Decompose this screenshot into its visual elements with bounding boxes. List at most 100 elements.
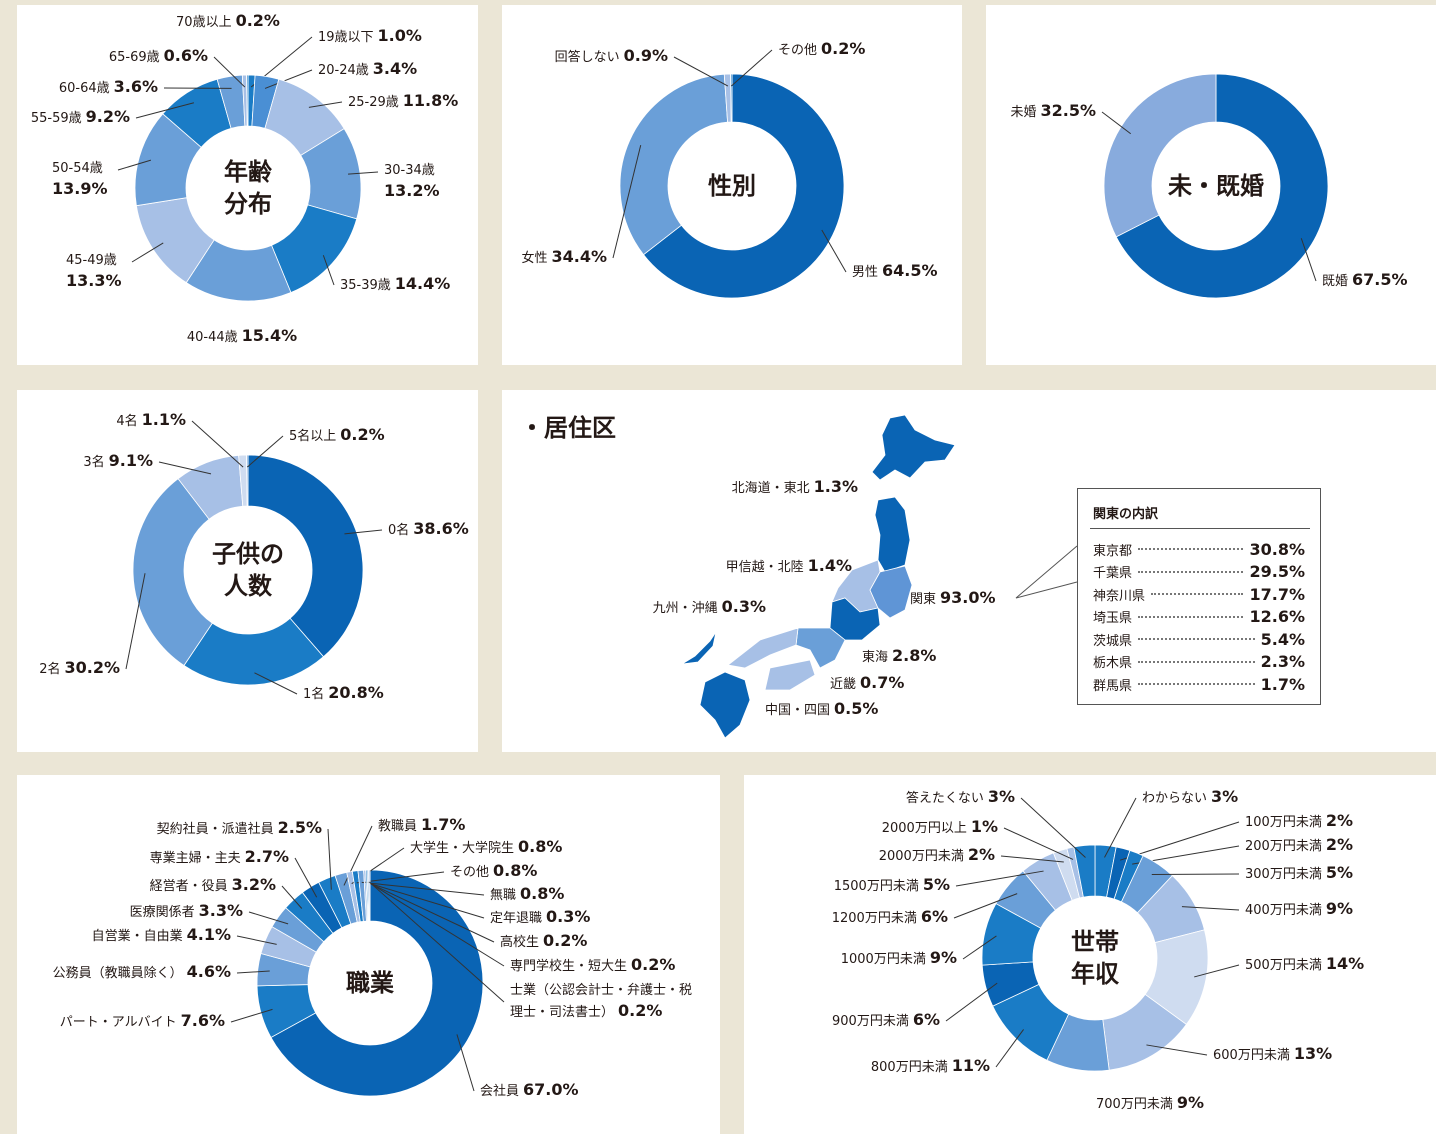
center-title-line: 職業 <box>346 969 394 997</box>
leader-line <box>236 970 270 974</box>
slice-label: 近畿 0.7% <box>830 673 904 695</box>
slice-label: 2名 30.2% <box>39 658 120 680</box>
leader-line <box>247 435 284 468</box>
breakdown-row: 茨城県 5.4% <box>1093 629 1305 649</box>
category-label: 経営者・役員 <box>149 879 228 894</box>
dot-leader <box>1138 548 1244 550</box>
category-label: 北海道・東北 <box>731 481 810 496</box>
value-label: 0.2% <box>821 39 866 58</box>
leader-line <box>953 893 1018 919</box>
slice-label: 25-29歳 11.8% <box>348 91 458 113</box>
value-label: 9% <box>1325 899 1353 918</box>
slice-label: 700万円未満 9% <box>1096 1093 1204 1115</box>
value-label: 0.3% <box>721 597 766 616</box>
value-label: 13.9% <box>52 179 108 198</box>
breakdown-row: 神奈川県 17.7% <box>1093 584 1305 604</box>
slice-label: 50-54歳 13.9% <box>52 159 108 201</box>
category-label: 800万円未満 <box>870 1060 948 1075</box>
value-label: 7.6% <box>180 1011 225 1030</box>
slice-label: 男性 64.5% <box>852 261 938 283</box>
value-label: 93.0% <box>940 588 996 607</box>
value-label: 3% <box>987 787 1015 806</box>
value-label: 2% <box>1325 835 1353 854</box>
value-label: 14% <box>1325 954 1365 973</box>
slice-label: 中国・四国 0.5% <box>765 699 878 721</box>
category-label: 2000万円未満 <box>878 849 964 864</box>
category-label: 3名 <box>83 455 105 470</box>
value-label: 2% <box>1325 811 1353 830</box>
category-label: 300万円未満 <box>1245 867 1322 882</box>
category-label: 関東 <box>910 592 937 607</box>
leader-line <box>1104 797 1137 858</box>
category-label: 400万円未満 <box>1245 903 1322 918</box>
value-label: 5% <box>922 875 950 894</box>
category-label: 甲信越・北陸 <box>725 560 804 575</box>
slice-label: 高校生 0.2% <box>500 931 587 953</box>
slice-label: 400万円未満 9% <box>1245 899 1353 921</box>
center-title-line: 世帯 <box>1071 928 1119 956</box>
value-label: 4.6% <box>186 962 231 981</box>
leader-line <box>366 881 495 943</box>
breakdown-row: 東京都 30.8% <box>1093 539 1305 559</box>
leader-line <box>1194 964 1240 978</box>
leader-line <box>294 857 318 898</box>
value-label: 13% <box>1293 1044 1333 1063</box>
category-label: 定年退職 <box>490 911 543 926</box>
slice-label: 定年退職 0.3% <box>490 907 590 929</box>
category-label: 専門学校生・短大生 <box>510 959 628 974</box>
slice-label: 60-64歳 3.6% <box>59 77 158 99</box>
value-label: 11% <box>951 1056 990 1075</box>
category-label: 専業主婦・主夫 <box>149 851 241 866</box>
category-label: 50-54歳 <box>52 161 103 176</box>
map-region <box>871 414 956 573</box>
value-label: 34.4% <box>551 247 607 266</box>
slice-label: 55-59歳 9.2% <box>31 107 130 129</box>
center-title: 年齢 分布 <box>224 156 272 220</box>
slice-label: 20-24歳 3.4% <box>318 59 417 81</box>
value-label: 67.0% <box>523 1080 579 1099</box>
center-title: 性別 <box>708 170 756 202</box>
slice-label: 教職員 1.7% <box>378 815 465 837</box>
donut-slice <box>730 73 733 123</box>
panel <box>17 390 478 752</box>
value-label: 6% <box>912 1010 940 1029</box>
value-label: 3.6% <box>113 77 158 96</box>
value-label: 9.1% <box>108 451 153 470</box>
panel <box>502 5 962 365</box>
value-label: 1.1% <box>141 410 186 429</box>
value-label: 20.8% <box>328 683 384 702</box>
value-label: 4.1% <box>186 925 231 944</box>
slice-label: 200万円未満 2% <box>1245 835 1353 857</box>
breakdown-row: 千葉県 29.5% <box>1093 562 1305 582</box>
category-label: わからない <box>1142 791 1208 806</box>
category-label: 自営業・自由業 <box>91 929 183 944</box>
leader-line <box>264 69 313 89</box>
category-label: 65-69歳 <box>108 50 160 65</box>
leader-line <box>131 242 164 263</box>
slice-label: 医療関係者 3.3% <box>130 901 243 923</box>
value-label: 2% <box>967 845 995 864</box>
slice-label: 4名 1.1% <box>116 410 186 432</box>
slice-label: 1200万円未満 6% <box>832 907 948 929</box>
category-label: 900万円未満 <box>832 1014 909 1029</box>
leader-line <box>367 881 505 967</box>
slice-label: 関東 93.0% <box>910 588 996 610</box>
slice-label: 5名以上 0.2% <box>289 425 385 447</box>
panel <box>986 5 1436 365</box>
value-label: 3.3% <box>198 901 243 920</box>
center-title-line: 年収 <box>1071 960 1119 988</box>
panel <box>744 775 1436 1134</box>
slice-label: 30-34歳 13.2% <box>384 161 440 203</box>
slice-label: 2000万円未満 2% <box>879 845 995 867</box>
leader-line <box>213 56 246 88</box>
center-title: 未・既婚 <box>1168 170 1264 202</box>
value-label: 9.2% <box>85 107 130 126</box>
breakdown-row: 栃木県 2.3% <box>1093 652 1305 672</box>
value-label: 0.3% <box>546 907 591 926</box>
center-title-line: 分布 <box>224 190 272 218</box>
slice-label: わからない 3% <box>1142 787 1238 809</box>
value-label: 1.4% <box>807 556 852 575</box>
value-label: 1% <box>970 817 998 836</box>
leader-line <box>612 145 642 259</box>
breakdown-name: 埼玉県 <box>1093 611 1133 626</box>
